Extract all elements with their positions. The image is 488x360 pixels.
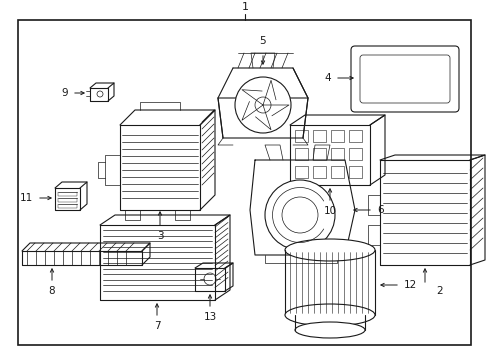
Text: 9: 9 bbox=[61, 88, 68, 98]
Bar bbox=[294, 166, 307, 178]
Bar bbox=[330, 130, 343, 142]
Bar bbox=[312, 148, 325, 160]
Circle shape bbox=[203, 273, 216, 285]
Bar bbox=[348, 130, 361, 142]
Text: 6: 6 bbox=[376, 205, 383, 215]
Bar bbox=[330, 166, 343, 178]
Ellipse shape bbox=[294, 322, 364, 338]
FancyBboxPatch shape bbox=[350, 46, 458, 112]
Circle shape bbox=[264, 180, 334, 250]
Text: 11: 11 bbox=[20, 193, 33, 203]
Text: 12: 12 bbox=[403, 280, 416, 290]
Bar bbox=[312, 166, 325, 178]
Circle shape bbox=[282, 197, 317, 233]
Text: 8: 8 bbox=[49, 286, 55, 296]
Text: 13: 13 bbox=[203, 312, 216, 322]
Ellipse shape bbox=[285, 304, 374, 326]
Text: 10: 10 bbox=[323, 206, 336, 216]
Circle shape bbox=[235, 77, 290, 133]
Text: 3: 3 bbox=[156, 231, 163, 241]
Text: 5: 5 bbox=[259, 36, 266, 46]
Bar bbox=[294, 130, 307, 142]
Bar bbox=[294, 148, 307, 160]
Text: 1: 1 bbox=[241, 2, 248, 12]
Text: 2: 2 bbox=[436, 286, 443, 296]
Text: 7: 7 bbox=[153, 321, 160, 331]
Text: 4: 4 bbox=[324, 73, 330, 83]
Bar bbox=[312, 130, 325, 142]
Bar bbox=[348, 166, 361, 178]
Bar bbox=[348, 148, 361, 160]
FancyBboxPatch shape bbox=[359, 55, 449, 103]
Bar bbox=[330, 148, 343, 160]
Ellipse shape bbox=[285, 239, 374, 261]
